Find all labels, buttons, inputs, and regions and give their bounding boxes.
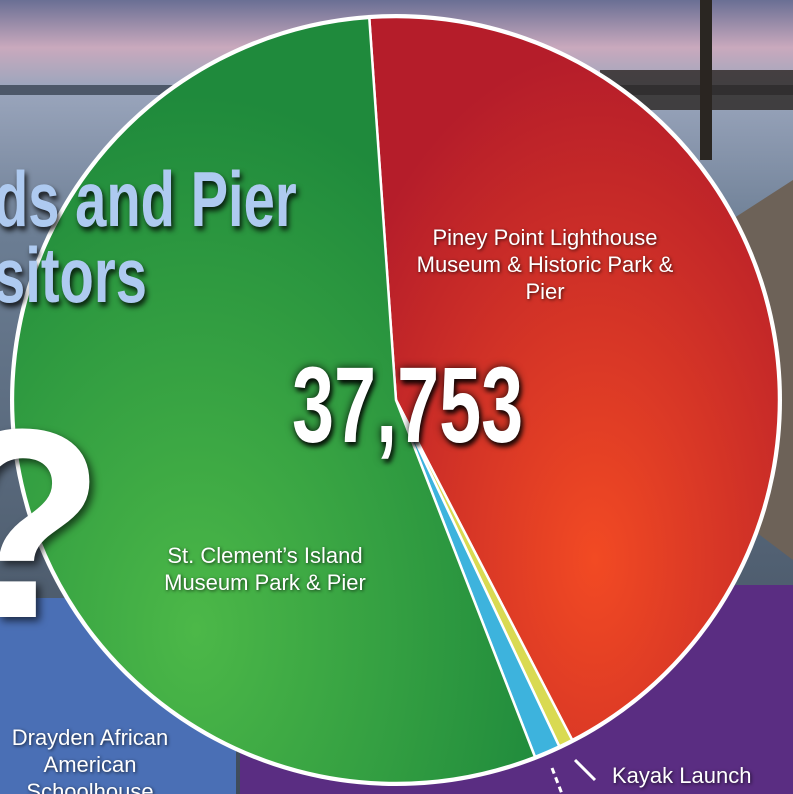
question-mark: ? [0,390,105,660]
slice-label: St. Clement’s Island Museum Park & Pier [164,543,366,595]
slice-label: Piney Point Lighthouse Museum & Historic… [416,225,674,304]
leader-line [573,758,597,782]
pie-slice [367,15,781,742]
leader-line [550,767,564,794]
title-line: ds and Pier [0,155,297,243]
pie-slice [11,16,537,785]
slice-label: Kayak Launch [612,763,752,788]
title-line: sitors [0,231,147,319]
total-label: 37,753 [292,344,524,465]
box-label: Drayden African American Schoolhouse [11,725,169,794]
